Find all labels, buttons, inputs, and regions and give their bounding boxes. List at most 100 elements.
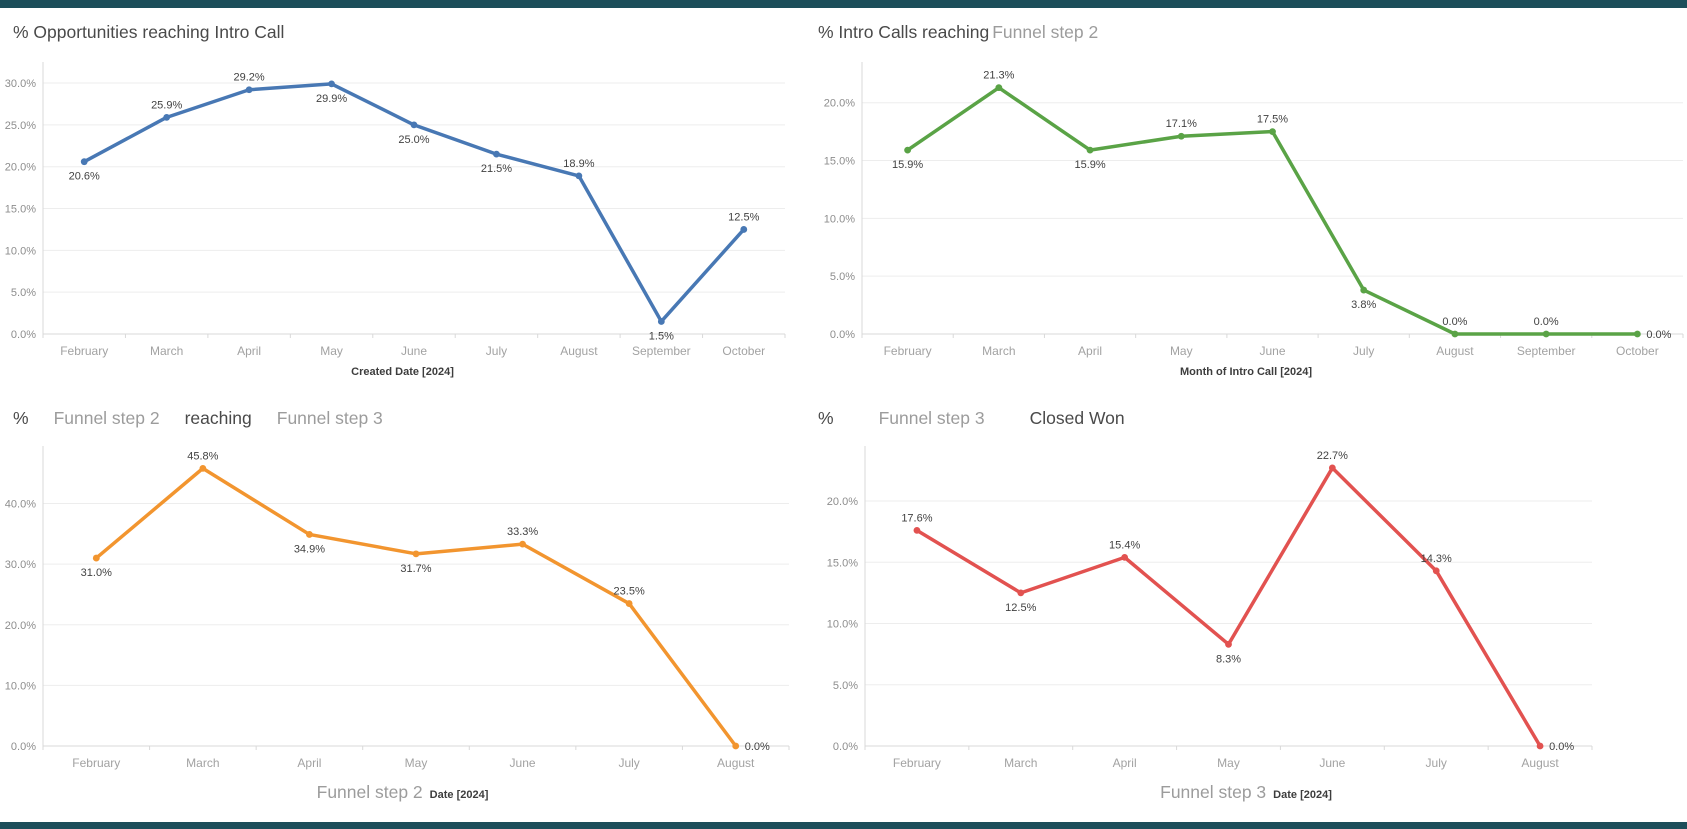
x-axis-month-label: August [717,756,755,770]
chart-title-segment: Funnel step 2 [53,408,160,428]
y-axis-tick-label: 0.0% [11,329,36,341]
x-axis-title: Month of Intro Call [2024] [805,364,1687,400]
chart-title-segment: % Intro Calls reaching [818,22,990,42]
data-point-label: 0.0% [1442,316,1467,328]
data-point-mark[interactable] [913,527,921,534]
bottom-border-bar [0,822,1687,829]
data-point-label: 21.5% [481,163,512,175]
data-point-mark[interactable] [1360,286,1368,294]
x-axis-month-label: February [72,756,120,770]
line-chart[interactable]: 0.0% 10.0% 20.0% 30.0% 40.0% 31.0% 45.8% 34.9% 3… [0,436,805,778]
chart-title-segment: Funnel step 2 [992,22,1099,42]
x-axis-month-label: June [1319,756,1345,770]
x-axis-month-label: April [237,344,261,358]
line-chart[interactable]: 0.0% 5.0% 10.0% 15.0% 20.0% 17.6% 12.5% 15.4% 8.… [805,436,1687,778]
data-point-mark[interactable] [1328,464,1336,472]
data-point-label: 12.5% [728,211,759,223]
y-axis-tick-label: 15.0% [824,156,855,168]
series-line [82,82,746,324]
panel-funnel-step-2-reaching-funnel-step-3: % Funnel step 2 reaching Funnel step 3 0.0%… [0,400,805,822]
x-axis-month-label: April [1078,344,1102,358]
data-point-mark[interactable] [410,121,418,129]
y-axis-tick-label: 20.0% [5,162,36,174]
data-point-mark[interactable] [519,540,526,548]
data-point-mark[interactable] [1633,330,1641,338]
data-point-mark[interactable] [92,554,100,562]
top-border-bar [0,0,1687,8]
data-point-mark[interactable] [493,150,500,158]
y-axis-tick-label: 15.0% [5,204,36,216]
chart-title-segment: % Opportunities reaching Intro Call [13,22,285,42]
data-point-label: 17.5% [1257,114,1288,126]
data-point-mark[interactable] [245,86,253,94]
data-point-label: 3.8% [1351,299,1376,311]
y-axis-tick-label: 5.0% [833,680,858,692]
data-point-label: 0.0% [1534,316,1559,328]
data-point-label: 0.0% [745,741,770,753]
y-axis-tick-label: 20.0% [827,496,858,508]
x-axis-month-label: February [884,344,932,358]
x-axis-title: Funnel step 2 Date [2024] [0,778,805,822]
data-point-mark[interactable] [306,531,313,538]
y-axis-tick-label: 0.0% [11,741,36,753]
x-axis-month-label: March [186,756,219,770]
data-point-label: 17.6% [901,512,932,524]
data-point-mark[interactable] [1542,330,1550,338]
x-axis-month-label: March [1004,756,1037,770]
x-axis-month-label: September [632,344,691,358]
line-chart[interactable]: 0.0% 5.0% 10.0% 15.0% 20.0% 15.9% 21.3% 15.9% 17… [805,52,1687,364]
data-point-label: 21.3% [983,70,1014,82]
chart-title: % Opportunities reaching Intro Call [0,8,805,52]
data-point-mark[interactable] [1225,640,1232,648]
data-point-mark[interactable] [732,742,740,750]
data-point-mark[interactable] [163,113,171,121]
y-axis-tick-label: 5.0% [11,287,36,299]
data-point-mark[interactable] [740,226,748,233]
data-point-mark[interactable] [1086,146,1094,154]
y-axis-tick-label: 10.0% [827,619,858,631]
data-point-mark[interactable] [1269,128,1276,136]
data-point-mark[interactable] [575,172,583,180]
chart-title-segment: Funnel step 3 [878,408,985,428]
data-point-mark[interactable] [1177,132,1185,140]
data-point-label: 17.1% [1166,118,1197,130]
line-chart[interactable]: 0.0% 5.0% 10.0% 15.0% 20.0% 25.0% 30.0% 20.6% 25… [0,52,805,364]
data-point-mark[interactable] [412,550,420,558]
data-point-mark[interactable] [995,84,1003,92]
y-axis-tick-label: 15.0% [827,557,858,569]
data-point-mark[interactable] [328,80,335,88]
data-point-mark[interactable] [199,464,207,472]
data-point-label: 25.0% [398,134,429,146]
x-axis-title-segment: Funnel step 2 [316,782,423,802]
data-point-label: 15.4% [1109,539,1140,551]
data-point-label: 12.5% [1005,602,1036,614]
data-point-mark[interactable] [1536,742,1544,750]
x-axis-title-segment: Date [2024] [429,789,489,801]
data-point-label: 15.9% [892,159,923,171]
data-point-mark[interactable] [1432,567,1440,575]
x-axis-title-segment: Created Date [2024] [351,366,454,378]
data-point-mark[interactable] [625,600,633,607]
data-point-label: 29.2% [234,72,265,84]
chart-title-segment: Closed Won [1029,408,1125,428]
data-point-mark[interactable] [1017,589,1025,597]
data-point-mark[interactable] [657,318,665,325]
y-axis-tick-label: 5.0% [830,271,855,283]
data-point-mark[interactable] [1121,553,1129,561]
chart-title-segment: reaching [184,408,252,428]
x-axis-month-label: May [320,344,343,358]
x-axis-title-segment: Date [2024] [1273,789,1332,801]
x-axis-month-label: October [1616,344,1659,358]
y-axis-tick-label: 40.0% [5,499,36,511]
data-point-mark[interactable] [1451,330,1459,338]
x-axis-month-label: September [1517,344,1576,358]
chart-title: % Intro Calls reaching Funnel step 2 [805,8,1687,52]
chart-title: % Funnel step 3 Closed Won [805,400,1687,436]
x-axis-month-label: March [150,344,183,358]
data-point-mark[interactable] [904,146,912,154]
data-point-mark[interactable] [80,158,88,166]
x-axis-month-label: July [618,756,639,770]
x-axis-title-segment: Funnel step 3 [1160,782,1267,802]
x-axis-title-segment: Month of Intro Call [2024] [1180,366,1312,378]
chart-title-segment: % [13,408,29,428]
